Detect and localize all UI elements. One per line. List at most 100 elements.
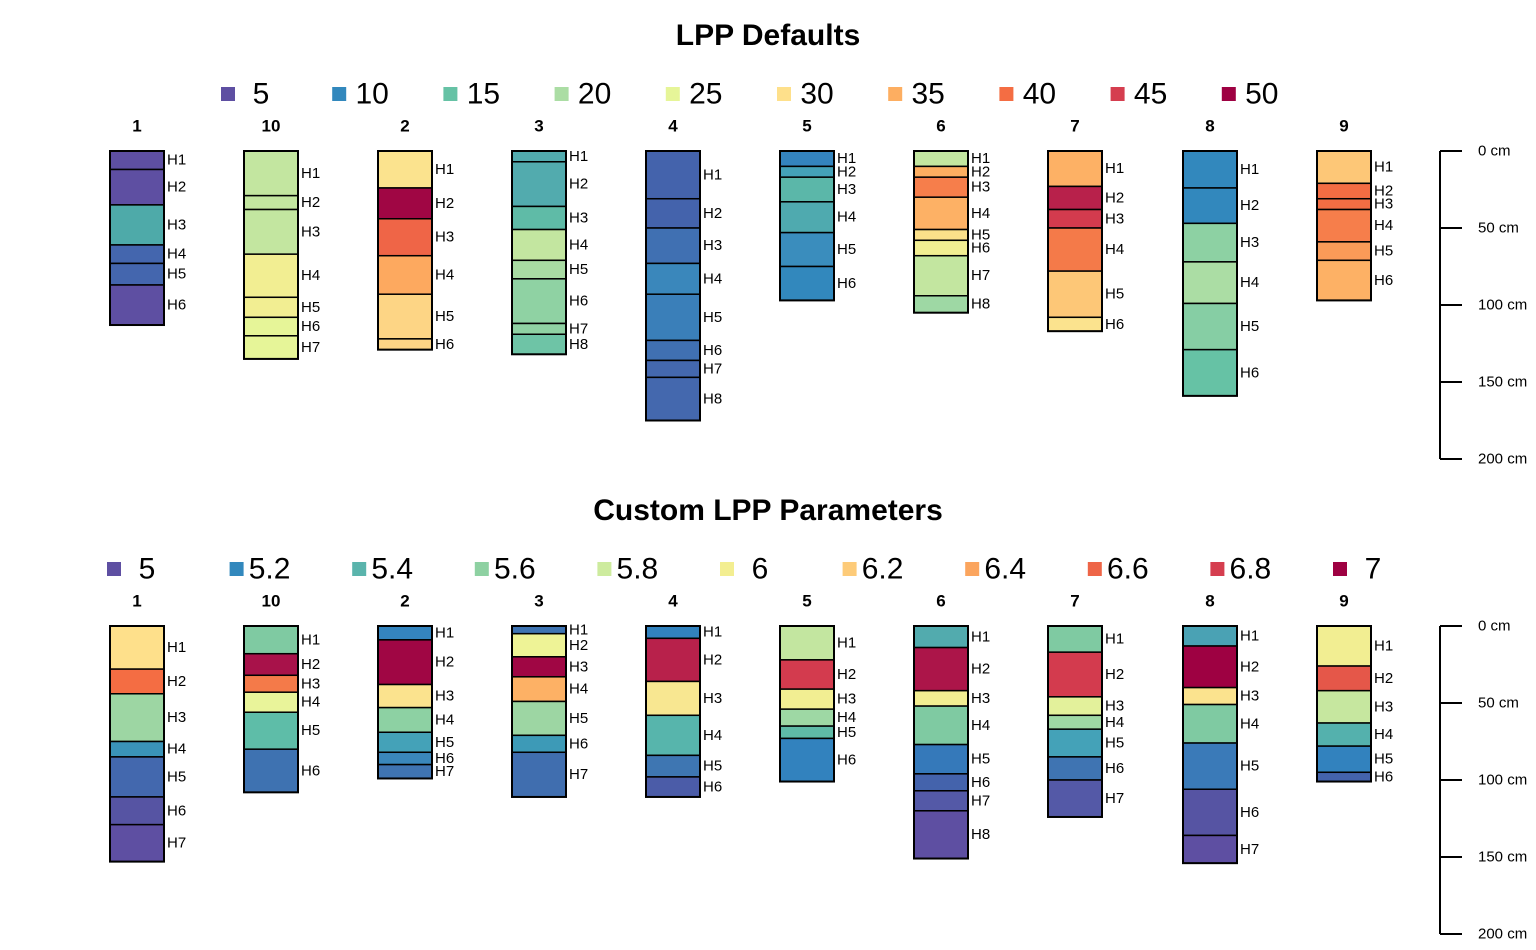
horizon-H5 [913,743,969,775]
profile-1: 1 H1 H2 H3 H4 H5 H6 H7 [109,591,186,863]
horizon-H4 [1047,227,1103,272]
horizon-label: H5 [1240,318,1259,335]
horizon-H3 [1316,689,1372,724]
profile-7: 7 H1 H2 H3 H4 H5 H6 [1047,116,1124,333]
depth-tick-label: 0 cm [1478,143,1511,160]
horizon-label: H1 [569,148,588,165]
profile-outline [913,150,969,314]
horizon-H1 [1316,150,1372,185]
horizon-H6 [1047,756,1103,781]
horizon-H5 [511,259,567,280]
legend-swatch [965,562,980,576]
horizon-H5 [1316,241,1372,262]
horizon-label: H6 [703,778,722,795]
horizon-label: H7 [971,792,990,809]
horizon-label: H6 [1240,364,1259,381]
horizon-H1 [1182,625,1238,647]
horizon-H1 [243,150,299,197]
horizon-H3 [377,218,433,257]
horizon-H2 [1047,185,1103,211]
horizon-H2 [645,637,701,683]
horizon-H7 [511,751,567,798]
profile-outline [243,150,299,360]
horizon-H6 [243,748,299,794]
depth-tick-label: 150 cm [1478,849,1527,866]
horizon-label: H5 [1105,735,1124,752]
legend-swatch [1221,87,1236,101]
profile-outline [109,625,165,863]
horizon-H5 [109,262,165,286]
horizon-label: H5 [971,226,990,243]
horizon-H5 [511,700,567,737]
horizon-label: H4 [301,267,320,284]
profile-label: 10 [262,591,281,610]
horizon-label: H5 [569,710,588,727]
profile-1: 1 H1 H2 H3 H4 H5 H6 [109,116,186,327]
horizon-label: H6 [837,275,856,292]
legend-label: 10 [356,78,389,111]
horizon-H7 [913,790,969,812]
horizon-H4 [243,691,299,713]
profile-outline [1182,625,1238,865]
legend-swatch [597,562,612,576]
profile-label: 2 [400,116,409,135]
horizon-H1 [1047,150,1103,188]
horizon-H1 [511,625,567,635]
horizon-H4 [779,201,835,234]
profile-outline [377,625,433,780]
horizon-H8 [913,810,969,860]
horizon-label: H5 [569,261,588,278]
horizon-label: H4 [703,727,722,744]
horizon-label: H7 [1240,841,1259,858]
horizon-label: H3 [1374,196,1393,213]
horizon-label: H7 [569,320,588,337]
horizon-label: H2 [971,163,990,180]
horizon-H6 [1182,348,1238,397]
horizon-H1 [1182,150,1238,189]
horizon-H6 [779,265,835,302]
horizon-label: H3 [1240,234,1259,251]
horizon-H6 [511,734,567,754]
horizon-H6 [1316,771,1372,783]
horizon-H5 [1316,745,1372,774]
profile-label: 6 [936,591,945,610]
horizon-H3 [1316,197,1372,211]
horizon-label: H6 [1374,272,1393,289]
horizon-H5 [109,756,165,798]
horizon-H8 [913,295,969,314]
horizon-label: H5 [1374,243,1393,260]
horizon-H2 [377,639,433,686]
horizon-H4 [243,253,299,299]
horizon-label: H1 [971,150,990,167]
horizon-label: H6 [301,318,320,335]
horizon-H5 [779,725,835,740]
horizon-label: H5 [301,722,320,739]
horizon-H4 [377,254,433,295]
horizon-H3 [377,683,433,709]
profile-outline [1047,625,1103,818]
depth-tick-label: 0 cm [1478,618,1511,635]
horizon-H2 [913,646,969,692]
horizon-H4 [1047,714,1103,730]
legend-swatch [332,87,347,101]
horizon-label: H2 [167,179,186,196]
horizon-H2 [511,632,567,658]
legend-swatch [665,87,680,101]
horizon-H6 [779,737,835,783]
legend-swatch [229,562,244,576]
horizon-H4 [913,705,969,746]
depth-tick-label: 200 cm [1478,926,1527,943]
profile-label: 1 [132,591,141,610]
horizon-label: H1 [1374,159,1393,176]
depth-tick-label: 50 cm [1478,695,1519,712]
horizon-label: H3 [301,675,320,692]
horizon-label: H3 [1105,210,1124,227]
horizon-label: H6 [703,342,722,359]
horizon-H7 [511,322,567,336]
horizon-label: H2 [1105,666,1124,683]
profile-outline [779,150,835,302]
